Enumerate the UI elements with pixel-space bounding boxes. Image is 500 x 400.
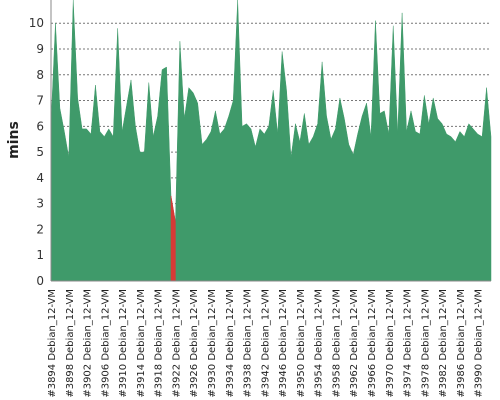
x-tick-label: #3922 Debian_12-VM xyxy=(171,289,182,398)
area-layer xyxy=(50,0,492,282)
x-tick-label: #3938 Debian_12-VM xyxy=(243,289,254,398)
y-tick-labels: 0 1 2 3 4 5 6 7 8 9 10 xyxy=(29,16,44,288)
y-tick-label: 4 xyxy=(36,171,44,185)
x-tick-label: #3934 Debian_12-VM xyxy=(225,289,236,398)
x-tick-label: #3894 Debian_12-VM xyxy=(47,289,58,398)
x-tick-label: #3902 Debian_12-VM xyxy=(83,289,94,398)
duration-area xyxy=(50,0,492,282)
x-tick-label: #3950 Debian_12-VM xyxy=(296,289,307,398)
y-tick-label: 2 xyxy=(36,222,44,236)
x-tick-label: #3970 Debian_12-VM xyxy=(385,289,396,398)
x-tick-label: #3954 Debian_12-VM xyxy=(314,289,325,398)
x-tick-labels: #3894 Debian_12-VM #3898 Debian_12-VM #390… xyxy=(47,289,485,398)
x-tick-label: #3910 Debian_12-VM xyxy=(118,289,129,398)
y-tick-label: 9 xyxy=(36,42,44,56)
x-tick-label: #3966 Debian_12-VM xyxy=(367,289,378,398)
x-tick-label: #3946 Debian_12-VM xyxy=(278,289,289,398)
x-tick-label: #3962 Debian_12-VM xyxy=(349,289,360,398)
y-tick-label: 3 xyxy=(36,197,44,211)
x-tick-label: #3918 Debian_12-VM xyxy=(154,289,165,398)
y-tick-label: 6 xyxy=(36,119,44,133)
failed-build-area xyxy=(170,195,176,282)
x-tick-label: #3898 Debian_12-VM xyxy=(65,289,76,398)
x-tick-label: #3974 Debian_12-VM xyxy=(403,289,414,398)
x-tick-label: #3930 Debian_12-VM xyxy=(207,289,218,398)
x-tick-label: #3990 Debian_12-VM xyxy=(474,289,485,398)
x-tick-label: #3986 Debian_12-VM xyxy=(456,289,467,398)
y-tick-label: 0 xyxy=(36,274,44,288)
x-tick-label: #3942 Debian_12-VM xyxy=(260,289,271,398)
x-tick-label: #3982 Debian_12-VM xyxy=(438,289,449,398)
x-tick-label: #3914 Debian_12-VM xyxy=(136,289,147,398)
x-tick-label: #3926 Debian_12-VM xyxy=(189,289,200,398)
y-tick-label: 8 xyxy=(36,68,44,82)
y-axis-label: mins xyxy=(6,121,22,159)
y-tick-label: 5 xyxy=(36,145,44,159)
y-tick-label: 1 xyxy=(36,248,44,262)
x-tick-label: #3978 Debian_12-VM xyxy=(420,289,431,398)
y-tick-label: 7 xyxy=(36,94,44,108)
y-tick-label: 10 xyxy=(29,16,44,30)
axis-layer xyxy=(50,0,491,282)
x-tick-label: #3958 Debian_12-VM xyxy=(331,289,342,398)
x-tick-label: #3906 Debian_12-VM xyxy=(100,289,111,398)
